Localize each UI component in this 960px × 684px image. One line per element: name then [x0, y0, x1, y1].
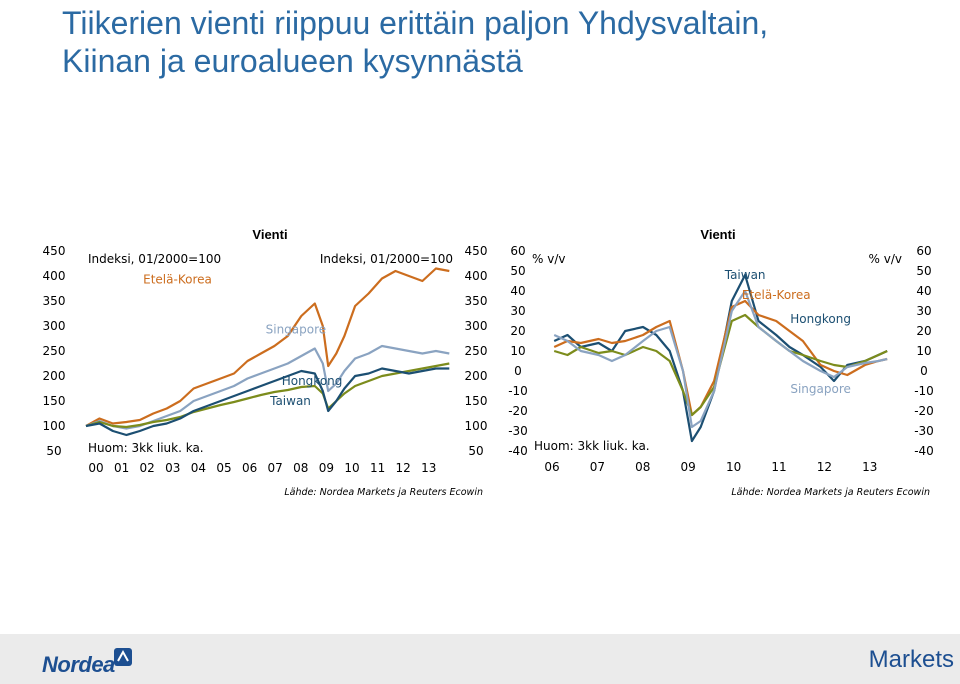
slide-title: Tiikerien vienti riippuu erittäin paljon… [62, 4, 942, 80]
y-tick-label-right: 50 [468, 444, 483, 458]
chart-source: Lähde: Nordea Markets ja Reuters Ecowin [284, 487, 483, 498]
series-line-etel-korea [85, 267, 450, 427]
slide-title-line-1: Tiikerien vienti riippuu erittäin paljon… [62, 5, 769, 41]
slide-title-line-2: Kiinan ja euroalueen kysynnästä [62, 43, 523, 79]
x-tick-label: 08 [293, 461, 308, 475]
y-tick-label-left: 300 [43, 319, 66, 333]
x-tick-label: 05 [216, 461, 231, 475]
y-tick-label-right: 150 [465, 394, 488, 408]
series-label: Singapore [266, 323, 327, 337]
series-label: Etelä-Korea [143, 273, 212, 287]
footer-bar: Nordea Markets [0, 634, 960, 684]
x-tick-label: 00 [88, 461, 103, 475]
nordea-logo-mark-icon [114, 648, 132, 666]
y-tick-label-right: 350 [465, 294, 488, 308]
y-tick-label-left: 50 [46, 444, 61, 458]
y-tick-label-left: 200 [43, 369, 66, 383]
x-tick-label: 10 [344, 461, 359, 475]
right-axis-label: Indeksi, 01/2000=100 [320, 252, 453, 266]
x-tick-label: 11 [370, 461, 385, 475]
left-axis-label: Indeksi, 01/2000=100 [88, 252, 221, 266]
x-tick-label: 12 [396, 461, 411, 475]
chart-note: Huom: 3kk liuk. ka. [88, 441, 204, 455]
series-line-taiwan [85, 367, 450, 437]
y-tick-label-left: 150 [43, 394, 66, 408]
y-tick-label-left: 100 [43, 419, 66, 433]
markets-logo: Markets [868, 646, 954, 673]
x-tick-label: 09 [319, 461, 334, 475]
x-tick-label: 07 [268, 461, 283, 475]
y-tick-label-right: 400 [465, 269, 488, 283]
y-tick-label-right: 450 [465, 244, 488, 258]
y-tick-label-left: 250 [43, 344, 66, 358]
series-line-singapore [85, 344, 450, 430]
y-tick-label-right: 250 [465, 344, 488, 358]
y-tick-label-right: 300 [465, 319, 488, 333]
series-label: Hongkong [282, 374, 343, 388]
x-tick-label: 04 [191, 461, 206, 475]
y-tick-label-left: 350 [43, 294, 66, 308]
nordea-logo: Nordea [42, 652, 115, 677]
x-tick-label: 01 [114, 461, 129, 475]
x-tick-label: 03 [165, 461, 180, 475]
x-tick-label: 06 [242, 461, 257, 475]
chart-title: Vienti [252, 227, 287, 242]
y-tick-label-left: 400 [43, 269, 66, 283]
x-tick-label: 02 [140, 461, 155, 475]
series-line-hongkong [85, 362, 450, 429]
x-tick-label: 13 [421, 461, 436, 475]
y-tick-label-right: 200 [465, 369, 488, 383]
series-label: Taiwan [269, 394, 311, 408]
y-tick-label-right: 100 [465, 419, 488, 433]
y-tick-label-left: 450 [43, 244, 66, 258]
